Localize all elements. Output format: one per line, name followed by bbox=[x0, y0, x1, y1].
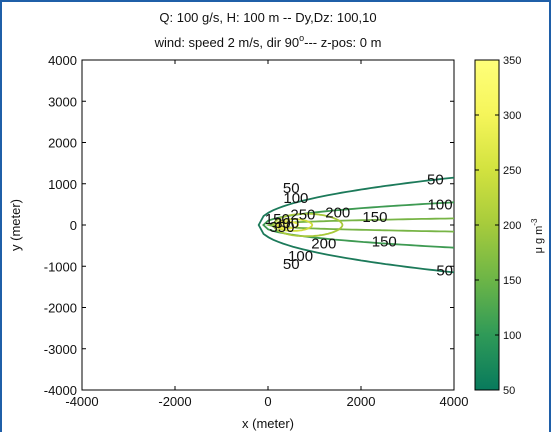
x-axis-label: x (meter) bbox=[242, 416, 294, 431]
colorbar-tick-label: 200 bbox=[503, 220, 521, 232]
contour-label: 100 bbox=[283, 190, 308, 207]
contour-line-150 bbox=[265, 217, 455, 233]
colorbar-label-sup: -3 bbox=[530, 218, 539, 226]
y-tick-label: -2000 bbox=[44, 301, 77, 316]
chart-title-line1: Q: 100 g/s, H: 100 m -- Dy,Dz: 100,10 bbox=[159, 10, 376, 25]
y-tick-label: -4000 bbox=[44, 383, 77, 398]
x-axis-ticks: -4000 -2000 0 2000 4000 bbox=[65, 60, 468, 409]
contour-label: 50 bbox=[427, 172, 444, 189]
contour-lines bbox=[257, 176, 455, 274]
contour-label: 50 bbox=[283, 180, 300, 197]
x-tick-label: -2000 bbox=[158, 394, 191, 409]
colorbar-tick-label: 150 bbox=[503, 275, 521, 287]
colorbar-tick-label: 100 bbox=[503, 330, 521, 342]
title-line2-suffix: --- z-pos: 0 m bbox=[304, 35, 381, 50]
contour-label: 100 bbox=[428, 196, 453, 213]
colorbar-tick-label: 350 bbox=[503, 55, 521, 67]
colorbar-label: μ g m-3 bbox=[530, 218, 545, 253]
x-tick-label: -4000 bbox=[65, 394, 98, 409]
contour-label: 350 bbox=[269, 219, 294, 236]
x-tick-label: 0 bbox=[264, 394, 271, 409]
colorbar-tick-label: 250 bbox=[503, 165, 521, 177]
x-tick-label: 4000 bbox=[440, 394, 469, 409]
y-tick-label: 3000 bbox=[48, 94, 77, 109]
colorbar-tick-label: 50 bbox=[503, 385, 515, 397]
contour-label: 150 bbox=[265, 211, 290, 228]
y-axis-label: y (meter) bbox=[8, 199, 23, 251]
y-tick-label: 2000 bbox=[48, 136, 77, 151]
y-tick-label: -3000 bbox=[44, 342, 77, 357]
colorbar-tick-label: 300 bbox=[503, 110, 521, 122]
title-line2-sup: o bbox=[299, 33, 304, 43]
contour-label: 50 bbox=[436, 262, 453, 279]
title-line2-prefix: wind: speed 2 m/s, dir 90 bbox=[154, 35, 300, 50]
contour-label: 200 bbox=[311, 236, 336, 253]
contour-line-100 bbox=[262, 201, 455, 249]
contour-label: 150 bbox=[372, 234, 397, 251]
contour-line-350 bbox=[278, 222, 289, 228]
x-tick-label: 2000 bbox=[347, 394, 376, 409]
contour-line-300 bbox=[276, 220, 300, 230]
y-axis-ticks: -4000 -3000 -2000 -1000 0 1000 2000 3000 4000 bbox=[44, 53, 454, 398]
y-tick-label: 4000 bbox=[48, 53, 77, 68]
colorbar-ticks: 50 100 150 200 250 300 350 bbox=[475, 55, 521, 397]
colorbar-label-prefix: μ g m bbox=[533, 226, 545, 254]
y-tick-label: 0 bbox=[70, 218, 77, 233]
contour-label: 150 bbox=[362, 209, 387, 226]
contour-line-50 bbox=[257, 176, 455, 274]
contour-line-200 bbox=[272, 212, 344, 238]
contour-label: 300 bbox=[274, 215, 299, 232]
contour-label: 250 bbox=[290, 207, 315, 224]
colorbar: 50 100 150 200 250 300 350 μ g m-3 bbox=[474, 55, 545, 397]
contour-label: 50 bbox=[283, 256, 300, 273]
chart-title-line2: wind: speed 2 m/s, dir 90o--- z-pos: 0 m bbox=[154, 33, 382, 50]
y-tick-label: -1000 bbox=[44, 259, 77, 274]
contour-label: 200 bbox=[325, 205, 350, 222]
contour-line-250 bbox=[275, 218, 314, 232]
contour-label: 100 bbox=[288, 248, 313, 265]
y-tick-label: 1000 bbox=[48, 177, 77, 192]
